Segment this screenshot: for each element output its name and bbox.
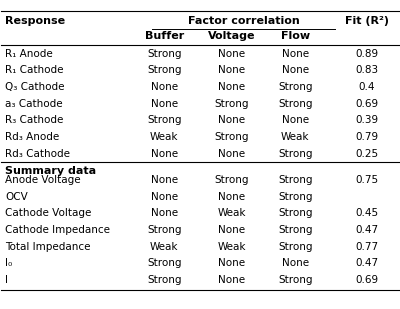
Text: Strong: Strong [147,66,182,75]
Text: Weak: Weak [150,242,178,252]
Text: None: None [218,225,245,235]
Text: Factor correlation: Factor correlation [188,15,300,26]
Text: 0.47: 0.47 [355,258,378,268]
Text: 0.47: 0.47 [355,225,378,235]
Text: Strong: Strong [278,242,312,252]
Text: 0.77: 0.77 [355,242,378,252]
Text: Weak: Weak [218,242,246,252]
Text: Strong: Strong [214,99,249,109]
Text: None: None [151,99,178,109]
Text: Response: Response [5,15,66,26]
Text: Weak: Weak [218,208,246,218]
Text: 0.45: 0.45 [355,208,378,218]
Text: Strong: Strong [278,149,312,159]
Text: Summary data: Summary data [5,166,96,176]
Text: None: None [151,149,178,159]
Text: 0.69: 0.69 [355,99,378,109]
Text: None: None [218,192,245,202]
Text: Strong: Strong [278,225,312,235]
Text: 0.39: 0.39 [355,115,378,125]
Text: I: I [5,275,8,285]
Text: Rd₃ Anode: Rd₃ Anode [5,132,60,142]
Text: Anode Voltage: Anode Voltage [5,175,81,185]
Text: Buffer: Buffer [145,31,184,41]
Text: Strong: Strong [278,175,312,185]
Text: Strong: Strong [278,82,312,92]
Text: Weak: Weak [281,132,310,142]
Text: Q₃ Cathode: Q₃ Cathode [5,82,65,92]
Text: Strong: Strong [147,275,182,285]
Text: Fit (R²): Fit (R²) [345,15,389,26]
Text: Total Impedance: Total Impedance [5,242,91,252]
Text: Strong: Strong [147,115,182,125]
Text: None: None [282,115,309,125]
Text: None: None [218,115,245,125]
Text: Strong: Strong [278,192,312,202]
Text: OCV: OCV [5,192,28,202]
Text: Rd₃ Cathode: Rd₃ Cathode [5,149,70,159]
Text: I₀: I₀ [5,258,13,268]
Text: None: None [218,275,245,285]
Text: Strong: Strong [278,99,312,109]
Text: None: None [282,49,309,59]
Text: Strong: Strong [147,49,182,59]
Text: Cathode Impedance: Cathode Impedance [5,225,110,235]
Text: 0.79: 0.79 [355,132,378,142]
Text: None: None [282,66,309,75]
Text: None: None [218,258,245,268]
Text: None: None [151,192,178,202]
Text: None: None [218,49,245,59]
Text: 0.25: 0.25 [355,149,378,159]
Text: 0.4: 0.4 [358,82,375,92]
Text: 0.75: 0.75 [355,175,378,185]
Text: None: None [218,82,245,92]
Text: None: None [151,175,178,185]
Text: None: None [218,149,245,159]
Text: Voltage: Voltage [208,31,256,41]
Text: Weak: Weak [150,132,178,142]
Text: Strong: Strong [147,225,182,235]
Text: Cathode Voltage: Cathode Voltage [5,208,92,218]
Text: R₃ Cathode: R₃ Cathode [5,115,64,125]
Text: None: None [218,66,245,75]
Text: 0.89: 0.89 [355,49,378,59]
Text: None: None [282,258,309,268]
Text: None: None [151,208,178,218]
Text: 0.83: 0.83 [355,66,378,75]
Text: None: None [151,82,178,92]
Text: Strong: Strong [278,208,312,218]
Text: 0.69: 0.69 [355,275,378,285]
Text: a₃ Cathode: a₃ Cathode [5,99,63,109]
Text: Strong: Strong [214,175,249,185]
Text: R₁ Anode: R₁ Anode [5,49,53,59]
Text: Strong: Strong [278,275,312,285]
Text: Strong: Strong [214,132,249,142]
Text: R₁ Cathode: R₁ Cathode [5,66,64,75]
Text: Strong: Strong [147,258,182,268]
Text: Flow: Flow [281,31,310,41]
